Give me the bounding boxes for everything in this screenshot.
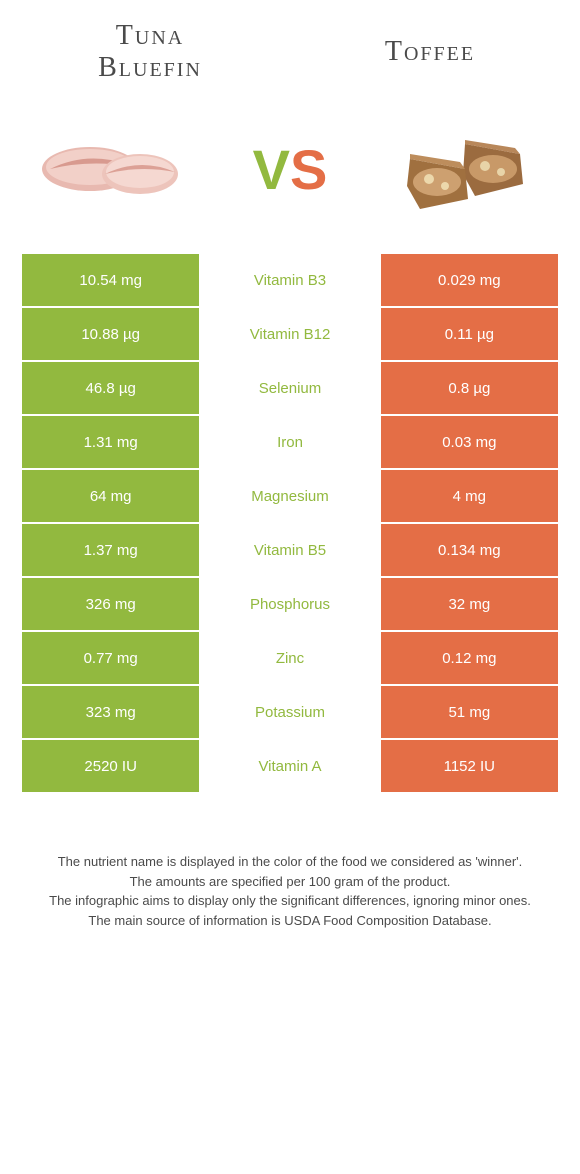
title-right-text: Toffee (385, 36, 475, 68)
nutrient-label-cell: Vitamin B3 (201, 254, 378, 306)
table-row: 64 mgMagnesium4 mg (22, 470, 558, 522)
comparison-images-row: VS (0, 94, 580, 254)
toffee-image (390, 124, 540, 214)
right-food-title: Toffee (330, 20, 530, 84)
left-value-cell: 323 mg (22, 686, 199, 738)
nutrient-label-cell: Potassium (201, 686, 378, 738)
footer-line4: The main source of information is USDA F… (30, 911, 550, 931)
left-value-cell: 46.8 µg (22, 362, 199, 414)
nutrient-label-cell: Vitamin A (201, 740, 378, 792)
right-value-cell: 0.11 µg (381, 308, 558, 360)
nutrient-comparison-table: 10.54 mgVitamin B30.029 mg10.88 µgVitami… (22, 254, 558, 792)
toffee-icon (395, 124, 535, 214)
nutrient-label-cell: Zinc (201, 632, 378, 684)
header-titles: Tuna Bluefin Toffee (0, 0, 580, 94)
nutrient-label-cell: Phosphorus (201, 578, 378, 630)
nutrient-label-cell: Vitamin B12 (201, 308, 378, 360)
title-line2: Bluefin (98, 52, 202, 83)
table-row: 0.77 mgZinc0.12 mg (22, 632, 558, 684)
nutrient-label-cell: Vitamin B5 (201, 524, 378, 576)
table-row: 46.8 µgSelenium0.8 µg (22, 362, 558, 414)
right-value-cell: 0.12 mg (381, 632, 558, 684)
left-value-cell: 10.54 mg (22, 254, 199, 306)
table-row: 2520 IUVitamin A1152 IU (22, 740, 558, 792)
table-row: 1.31 mgIron0.03 mg (22, 416, 558, 468)
right-value-cell: 0.134 mg (381, 524, 558, 576)
left-value-cell: 0.77 mg (22, 632, 199, 684)
left-value-cell: 10.88 µg (22, 308, 199, 360)
tuna-icon (40, 129, 190, 209)
left-value-cell: 326 mg (22, 578, 199, 630)
nutrient-label-cell: Magnesium (201, 470, 378, 522)
right-value-cell: 4 mg (381, 470, 558, 522)
table-row: 10.88 µgVitamin B120.11 µg (22, 308, 558, 360)
title-line1: Tuna (116, 20, 184, 51)
table-row: 1.37 mgVitamin B50.134 mg (22, 524, 558, 576)
table-row: 326 mgPhosphorus32 mg (22, 578, 558, 630)
nutrient-label-cell: Selenium (201, 362, 378, 414)
tuna-image (40, 124, 190, 214)
right-value-cell: 0.03 mg (381, 416, 558, 468)
footer-line1: The nutrient name is displayed in the co… (30, 852, 550, 872)
nutrient-label-cell: Iron (201, 416, 378, 468)
right-value-cell: 32 mg (381, 578, 558, 630)
left-value-cell: 1.31 mg (22, 416, 199, 468)
footer-line3: The infographic aims to display only the… (30, 891, 550, 911)
right-value-cell: 0.8 µg (381, 362, 558, 414)
right-value-cell: 0.029 mg (381, 254, 558, 306)
table-row: 10.54 mgVitamin B30.029 mg (22, 254, 558, 306)
left-value-cell: 64 mg (22, 470, 199, 522)
footer-line2: The amounts are specified per 100 gram o… (30, 872, 550, 892)
vs-s-letter: S (290, 138, 327, 201)
footer-notes: The nutrient name is displayed in the co… (0, 852, 580, 930)
table-row: 323 mgPotassium51 mg (22, 686, 558, 738)
right-value-cell: 51 mg (381, 686, 558, 738)
left-value-cell: 1.37 mg (22, 524, 199, 576)
right-value-cell: 1152 IU (381, 740, 558, 792)
vs-v-letter: V (253, 138, 290, 201)
left-food-title: Tuna Bluefin (50, 20, 250, 84)
left-value-cell: 2520 IU (22, 740, 199, 792)
vs-label: VS (253, 137, 328, 202)
